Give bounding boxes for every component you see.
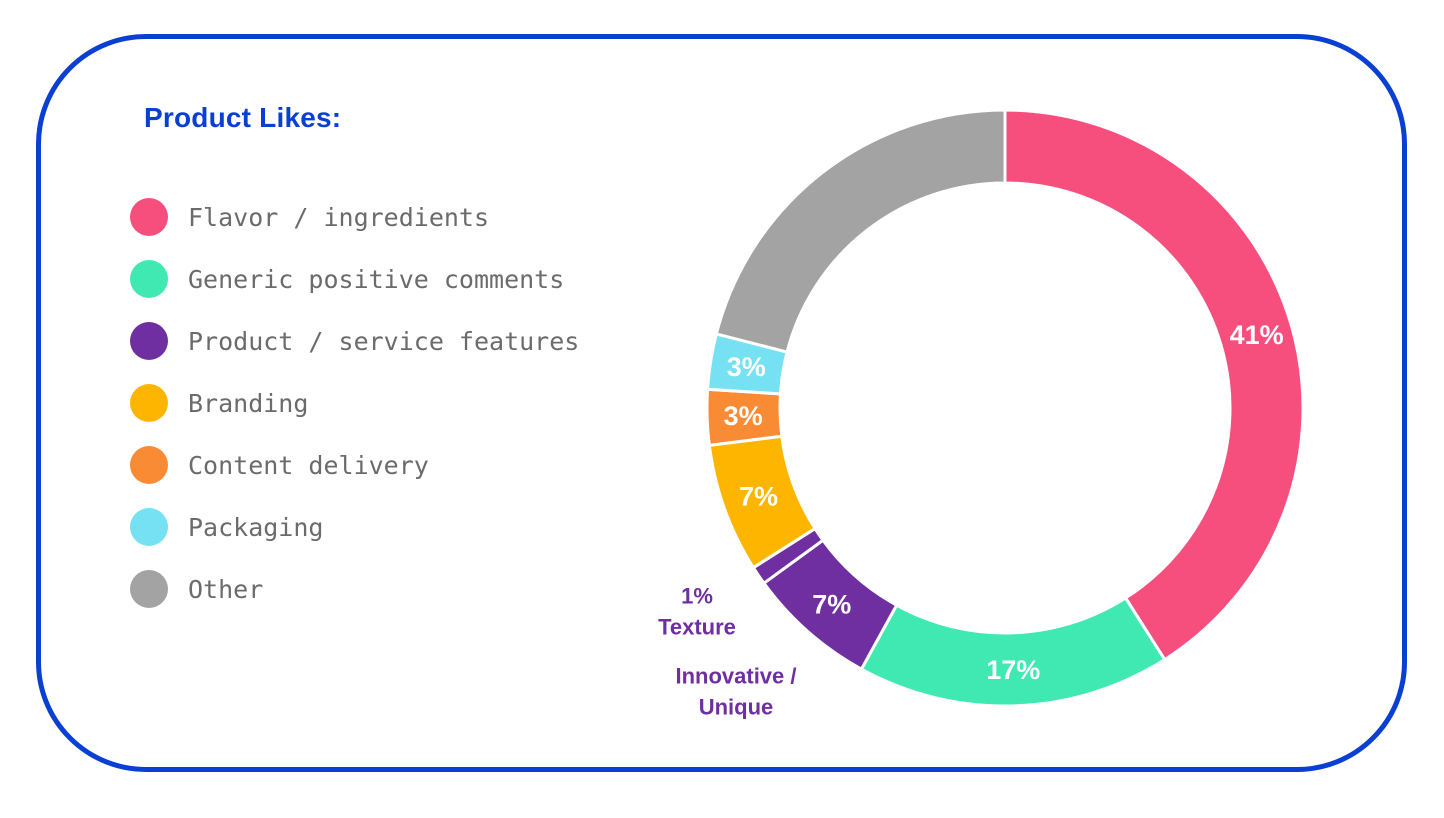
annotation-texture-percent: 1% <box>681 584 713 609</box>
legend-label-branding: Branding <box>188 388 309 418</box>
legend-item-content-delivery: Content delivery <box>130 434 579 496</box>
legend-item-flavor: Flavor / ingredients <box>130 186 579 248</box>
annotation-innovative-line2: Unique <box>699 695 774 720</box>
slice-value-label-innovative-unique: 7% <box>812 590 851 620</box>
legend-item-generic-positive: Generic positive comments <box>130 248 579 310</box>
legend-label-content-delivery: Content delivery <box>188 450 429 480</box>
slice-value-label-flavor-ingredients: 41% <box>1230 320 1284 350</box>
legend: Flavor / ingredients Generic positive co… <box>130 186 579 620</box>
legend-swatch-other <box>130 570 168 608</box>
legend-label-flavor: Flavor / ingredients <box>188 202 490 232</box>
legend-swatch-product-features <box>130 322 168 360</box>
legend-item-other: Other <box>130 558 579 620</box>
legend-item-branding: Branding <box>130 372 579 434</box>
annotation-texture-name: Texture <box>658 615 736 640</box>
legend-swatch-flavor <box>130 198 168 236</box>
slice-value-label-generic-positive-comments: 17% <box>986 655 1040 685</box>
donut-slice-flavor-ingredients <box>1003 108 1305 662</box>
chart-title: Product Likes: <box>144 102 342 133</box>
legend-swatch-packaging <box>130 508 168 546</box>
legend-label-packaging: Packaging <box>188 512 324 542</box>
legend-swatch-content-delivery <box>130 446 168 484</box>
slice-value-label-content-delivery: 3% <box>724 401 763 431</box>
slice-value-label-packaging: 3% <box>727 352 766 382</box>
legend-swatch-branding <box>130 384 168 422</box>
legend-swatch-generic-positive <box>130 260 168 298</box>
legend-label-product-features: Product / service features <box>188 326 580 356</box>
donut-slice-other <box>714 108 1007 354</box>
legend-item-product-features: Product / service features <box>130 310 579 372</box>
donut-slice-generic-positive-comments <box>859 595 1167 708</box>
legend-label-generic-positive: Generic positive comments <box>188 264 565 294</box>
legend-item-packaging: Packaging <box>130 496 579 558</box>
slice-value-label-branding: 7% <box>739 482 778 512</box>
legend-label-other: Other <box>188 574 264 604</box>
annotation-innovative-line1: Innovative / <box>675 664 796 689</box>
